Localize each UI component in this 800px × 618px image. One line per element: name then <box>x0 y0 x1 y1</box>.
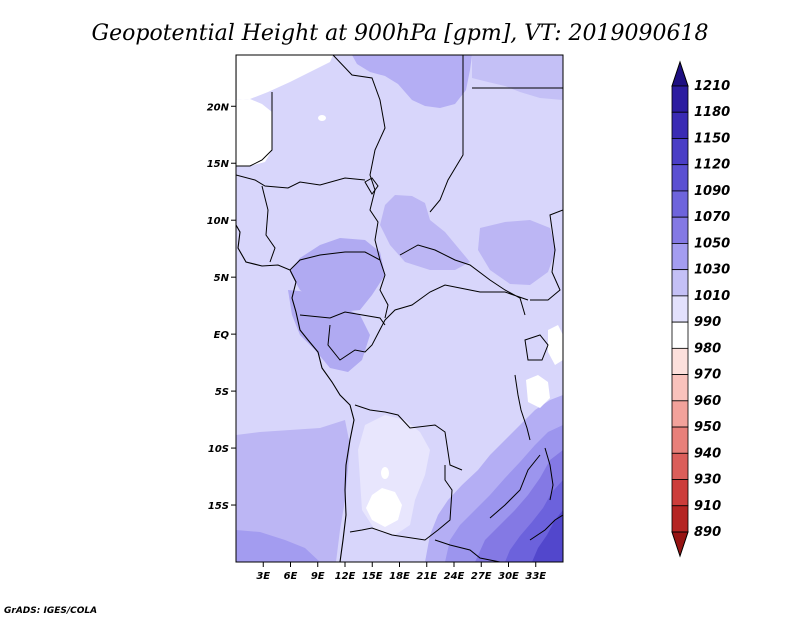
colorbar-label: 1010 <box>694 289 730 304</box>
x-tick-label: 12E <box>335 571 356 582</box>
colorbar-bin <box>671 426 689 454</box>
contour-1050-north <box>352 55 472 108</box>
map-area <box>236 55 563 562</box>
contour-1010-east <box>526 375 550 408</box>
x-tick-label: 21E <box>416 571 437 582</box>
colorbar-bottom-arrow <box>671 531 689 558</box>
x-tick-label: 6E <box>284 571 298 582</box>
x-tick-label: 15E <box>362 571 383 582</box>
contour-1050-central <box>380 195 470 270</box>
colorbar-label: 1050 <box>694 236 730 251</box>
y-tick-label: 20N <box>207 102 230 113</box>
y-tick-label: 5S <box>215 387 229 398</box>
contour-1050-east <box>478 220 556 285</box>
colorbar-label: 1150 <box>694 131 730 146</box>
y-tick-label: 15N <box>207 159 230 170</box>
contour-1010-north <box>236 55 333 100</box>
lake-malawi <box>544 447 554 501</box>
x-tick-label: 18E <box>389 571 410 582</box>
x-tick-label: 3E <box>256 571 270 582</box>
colorbar-bin <box>671 479 689 507</box>
colorbar-bin <box>671 216 689 244</box>
lake-tanganyika <box>514 374 531 441</box>
colorbar-label: 970 <box>694 368 721 383</box>
colorbar-label: 960 <box>694 394 721 409</box>
contour-1070-sw-ocean <box>236 530 320 562</box>
colorbar-label: 1070 <box>694 210 730 225</box>
y-tick-label: 5N <box>214 273 230 284</box>
contour-1050-northeast <box>472 55 563 100</box>
colorbar-bin <box>671 190 689 218</box>
colorbar-label: 890 <box>694 525 721 540</box>
y-tick-label: 10N <box>207 216 230 227</box>
colorbar-bin <box>671 164 689 192</box>
colorbar-label: 1030 <box>694 263 730 278</box>
contour-1050-sw-ocean <box>236 420 350 562</box>
map-title: Geopotential Height at 900hPa [gpm], VT:… <box>92 21 709 46</box>
colorbar-bin <box>671 269 689 297</box>
coastline <box>236 55 355 562</box>
colorbar-label: 1090 <box>694 184 730 199</box>
colorbar-label: 1120 <box>694 158 730 173</box>
x-tick-label: 30E <box>498 571 519 582</box>
x-tick-label: 9E <box>311 571 325 582</box>
y-tick-label: EQ <box>214 330 230 341</box>
colorbar-bin <box>671 321 689 349</box>
colorbar: 1210 1180 1150 1120 1090 1070 1050 1030 1010 990 9… <box>671 60 730 558</box>
lake-victoria <box>524 334 549 361</box>
lake-chad <box>364 177 379 195</box>
colorbar-bin <box>671 347 689 375</box>
x-tick-label: 27E <box>471 571 492 582</box>
colorbar-label: 910 <box>694 499 721 514</box>
contour-1010-south-dot <box>381 467 389 479</box>
colorbar-bin <box>671 452 689 480</box>
map-axes: 3E 6E 9E 12E 15E 18E 21E 24E 27E 30E 33E 20N 15N 10N 5… <box>207 102 547 582</box>
colorbar-bin <box>671 374 689 402</box>
contour-1010-east2 <box>548 325 563 365</box>
colorbar-label: 990 <box>694 315 721 330</box>
colorbar-bin <box>671 85 689 113</box>
colorbar-bin <box>671 111 689 139</box>
colorbar-label: 1210 <box>694 79 730 94</box>
colorbar-bin <box>671 505 689 533</box>
colorbar-bin <box>671 138 689 166</box>
x-tick-label: 24E <box>444 571 465 582</box>
colorbar-label: 980 <box>694 341 721 356</box>
colorbar-bin <box>671 295 689 323</box>
contour-1010-west <box>236 99 272 166</box>
colorbar-top-arrow <box>671 60 689 87</box>
contour-1150-se <box>532 510 563 562</box>
colorbar-label: 940 <box>694 446 721 461</box>
colorbar-label: 930 <box>694 473 721 488</box>
y-tick-label: 15S <box>208 501 229 512</box>
y-tick-label: 10S <box>208 444 229 455</box>
colorbar-label: 950 <box>694 420 721 435</box>
colorbar-bin <box>671 400 689 428</box>
colorbar-label: 1180 <box>694 105 730 120</box>
colorbar-bin <box>671 243 689 271</box>
x-tick-label: 33E <box>525 571 546 582</box>
contour-1010-south <box>366 488 402 527</box>
grads-credit: GrADS: IGES/COLA <box>4 606 97 616</box>
country-borders <box>236 55 563 562</box>
contour-1010-dot <box>318 115 326 121</box>
